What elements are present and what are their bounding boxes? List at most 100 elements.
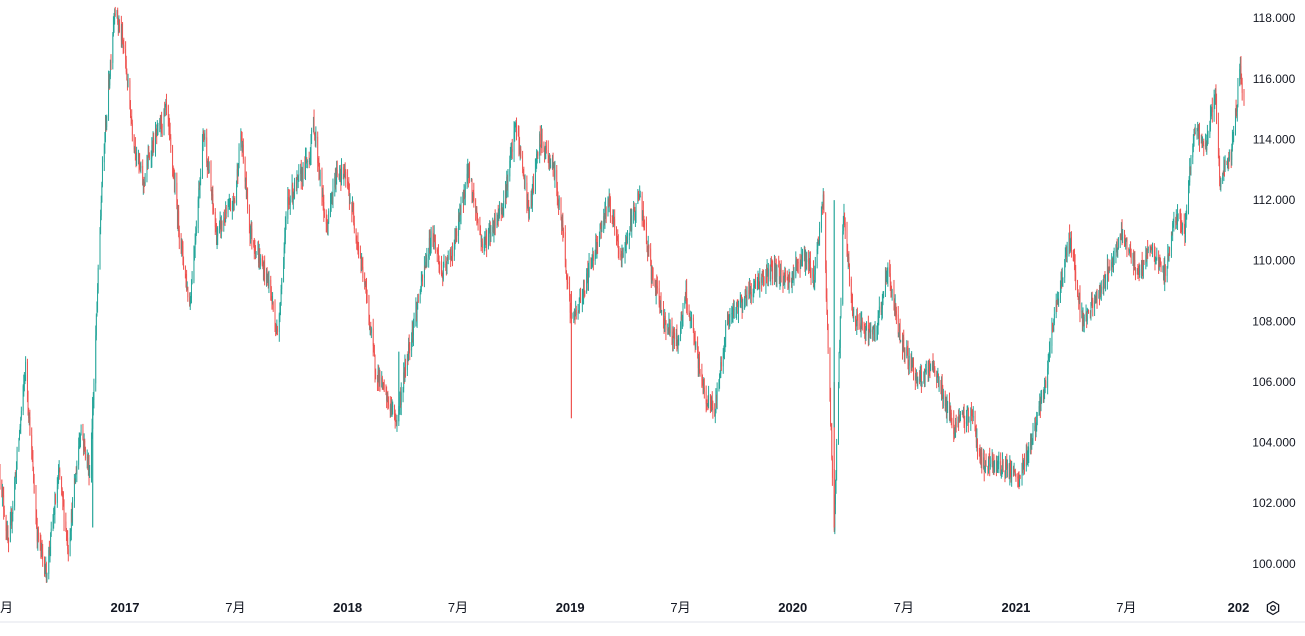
candle xyxy=(29,410,30,436)
y-tick-label: 102.000 xyxy=(1252,496,1296,510)
candle xyxy=(1122,229,1123,243)
candle xyxy=(661,310,662,316)
candle xyxy=(597,236,598,254)
candle xyxy=(38,526,39,542)
candle xyxy=(981,448,982,474)
candle xyxy=(576,306,577,320)
candle xyxy=(896,307,897,324)
candle xyxy=(209,161,210,173)
x-tick-label: 2021 xyxy=(1001,600,1030,615)
candle xyxy=(311,128,312,144)
candle xyxy=(533,174,534,194)
candle xyxy=(1037,412,1038,425)
y-axis[interactable]: 100.000102.000104.000106.000108.000110.0… xyxy=(1252,11,1296,571)
candle xyxy=(213,203,214,214)
candle xyxy=(802,249,803,267)
x-tick-label: 2017 xyxy=(111,600,140,615)
candle xyxy=(1161,261,1162,272)
candle xyxy=(627,230,628,244)
candle xyxy=(875,321,876,342)
x-tick-label: 7月 xyxy=(894,600,914,615)
candle xyxy=(842,224,843,305)
candle xyxy=(1220,178,1221,192)
candle xyxy=(1045,376,1046,388)
candle xyxy=(1199,123,1200,152)
candle xyxy=(371,327,372,338)
candle xyxy=(998,452,999,473)
candle xyxy=(1033,423,1034,445)
candle xyxy=(830,388,831,427)
candle xyxy=(322,168,323,206)
candle xyxy=(345,169,346,187)
candle xyxy=(96,313,97,340)
candle xyxy=(111,54,112,70)
candle xyxy=(149,152,150,160)
candle xyxy=(155,122,156,157)
candle xyxy=(47,573,48,583)
candle xyxy=(426,248,427,268)
candle xyxy=(269,271,270,293)
candle xyxy=(234,196,235,203)
x-tick-label: 2020 xyxy=(778,600,807,615)
candle xyxy=(499,201,500,219)
candle xyxy=(1233,126,1234,142)
candle xyxy=(849,263,850,286)
candle xyxy=(1144,260,1145,265)
candle xyxy=(687,298,688,315)
candle xyxy=(392,402,393,415)
candle xyxy=(593,251,594,271)
candle xyxy=(839,352,840,389)
candle xyxy=(828,324,829,354)
candle xyxy=(990,456,991,470)
candle xyxy=(738,301,739,323)
candle xyxy=(1071,231,1072,257)
candle xyxy=(730,308,731,327)
candle xyxy=(192,271,193,284)
candle xyxy=(1242,78,1243,101)
candle xyxy=(1152,243,1153,258)
candle xyxy=(1186,204,1187,219)
candle xyxy=(405,359,406,378)
candle xyxy=(175,173,176,195)
candle xyxy=(222,220,223,231)
candle xyxy=(424,256,425,287)
candle xyxy=(1024,453,1025,474)
candle xyxy=(1208,131,1209,144)
candle xyxy=(1225,155,1226,172)
candle xyxy=(89,465,90,478)
candle xyxy=(397,415,398,432)
candle xyxy=(256,251,257,258)
candle xyxy=(1092,298,1093,317)
x-tick-label: 7月 xyxy=(225,600,245,615)
settings-button[interactable] xyxy=(1263,598,1283,618)
candle xyxy=(721,356,722,371)
candle xyxy=(823,191,824,213)
candle xyxy=(303,162,304,186)
candle xyxy=(337,161,338,178)
candle xyxy=(217,226,218,245)
x-tick-label: 7月 xyxy=(448,600,468,615)
candle xyxy=(862,318,863,331)
candle xyxy=(1088,310,1089,314)
candle xyxy=(1244,89,1245,106)
x-tick-label: 202 xyxy=(1228,600,1250,615)
candle xyxy=(960,411,961,421)
candle xyxy=(943,389,944,409)
candle xyxy=(200,169,201,186)
candle xyxy=(277,326,278,335)
candle xyxy=(1003,459,1004,472)
candle xyxy=(516,117,517,140)
candle xyxy=(21,407,22,421)
candle xyxy=(542,129,543,154)
candle xyxy=(550,158,551,168)
candle xyxy=(1178,213,1179,221)
candle xyxy=(964,416,965,434)
candle xyxy=(563,228,564,238)
candle xyxy=(226,205,227,219)
candle xyxy=(930,363,931,371)
candle xyxy=(307,159,308,168)
candle xyxy=(798,259,799,274)
